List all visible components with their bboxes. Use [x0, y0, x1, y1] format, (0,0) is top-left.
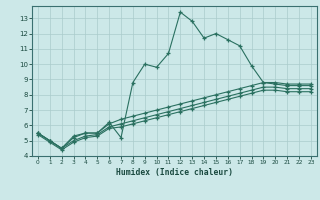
X-axis label: Humidex (Indice chaleur): Humidex (Indice chaleur)	[116, 168, 233, 177]
